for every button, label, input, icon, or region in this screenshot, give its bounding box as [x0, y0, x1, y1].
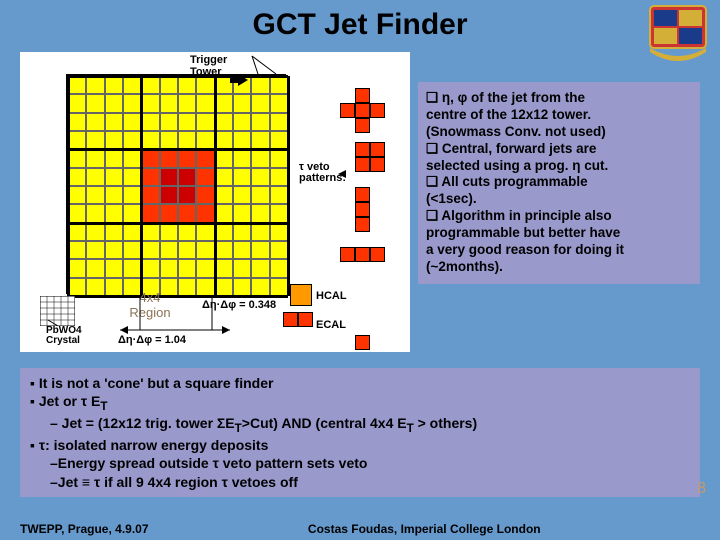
bullet-line: programmable but better have: [426, 225, 692, 242]
page-number: 8: [697, 480, 706, 498]
delta-eta-phi-large: Δη·Δφ = 1.04: [118, 334, 186, 346]
tower-grid: [66, 74, 286, 294]
main-content: Trigger Tower τ veto patterns:: [20, 52, 700, 362]
algo-line: ▪ It is not a 'cone' but a square finder: [30, 374, 690, 392]
feature-bullets: ❑ η, φ of the jet from the centre of the…: [418, 82, 700, 284]
bullet-line: ❑ Central, forward jets are: [426, 141, 692, 158]
algo-line: –Jet ≡ τ if all 9 4x4 region τ vetoes of…: [30, 473, 690, 491]
algorithm-description: ▪ It is not a 'cone' but a square finder…: [20, 368, 700, 497]
bullet-line: (~2months).: [426, 259, 692, 276]
tau-veto-label: τ veto patterns:: [299, 162, 346, 184]
algo-line: –Energy spread outside τ veto pattern se…: [30, 454, 690, 472]
delta-eta-phi-small: Δη·Δφ = 0.348: [202, 299, 276, 311]
hcal-label: HCAL: [316, 290, 347, 302]
algo-line: – Jet = (12x12 trig. tower ΣET>Cut) AND …: [30, 414, 690, 436]
bullet-line: (<1sec).: [426, 191, 692, 208]
footer: TWEPP, Prague, 4.9.07 Costas Foudas, Imp…: [20, 522, 700, 536]
region-label: 4x4 Region: [100, 290, 200, 320]
bullet-line: a very good reason for doing it: [426, 242, 692, 259]
bullet-line: ❑ Algorithm in principle also: [426, 208, 692, 225]
footer-center: Costas Foudas, Imperial College London: [149, 522, 700, 536]
bullet-line: (Snowmass Conv. not used): [426, 124, 692, 141]
bullet-line: selected using a prog. η cut.: [426, 158, 692, 175]
jet-finder-diagram: Trigger Tower τ veto patterns:: [20, 52, 410, 352]
algo-line: ▪ τ: isolated narrow energy deposits: [30, 436, 690, 454]
bullet-line: ❑ η, φ of the jet from the: [426, 90, 692, 107]
bullet-line: centre of the 12x12 tower.: [426, 107, 692, 124]
pbwo4-label: PbWO4 Crystal: [46, 326, 82, 346]
page-title: GCT Jet Finder: [0, 0, 720, 42]
algo-line: ▪ Jet or τ ET: [30, 392, 690, 414]
bullet-line: ❑ All cuts programmable: [426, 174, 692, 191]
crystal-fine-grid: [40, 296, 75, 326]
ecal-label: ECAL: [316, 319, 346, 331]
footer-left: TWEPP, Prague, 4.9.07: [20, 522, 149, 536]
